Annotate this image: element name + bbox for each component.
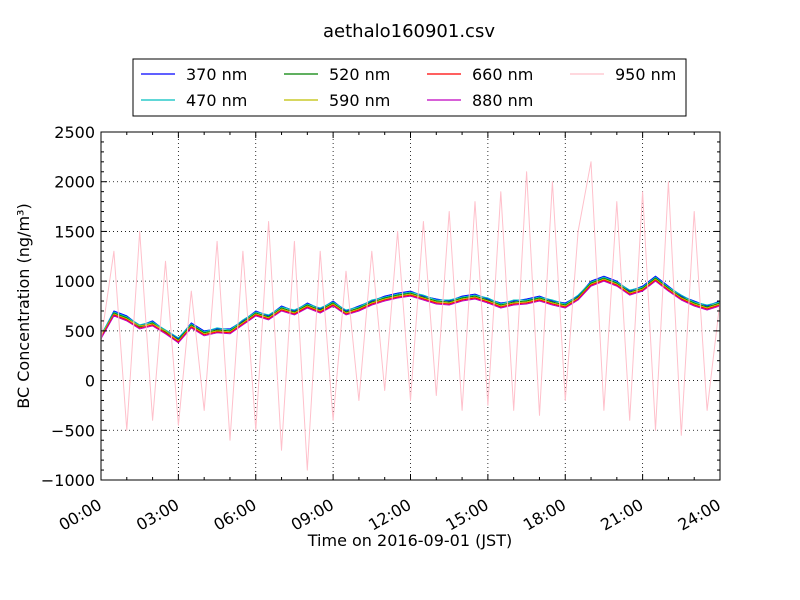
y-tick-label: −1000	[41, 471, 95, 490]
x-tick-label: 24:00	[675, 495, 724, 535]
ticks: −1000 −500 0 500 1000 1500 2000 2500 00:00 03:00 0…	[41, 123, 724, 535]
y-tick-label: 2500	[54, 123, 95, 142]
legend-label: 660 nm	[472, 65, 533, 84]
y-tick-label: −500	[51, 421, 95, 440]
chart-title: aethalo160901.csv	[323, 21, 495, 42]
y-tick-label: 500	[64, 322, 95, 341]
series-line-470-nm	[101, 276, 720, 339]
series-line-660-nm	[101, 279, 720, 343]
series-line-520-nm	[101, 277, 720, 341]
plot-area: −1000 −500 0 500 1000 1500 2000 2500 00:00 03:00 0…	[41, 123, 724, 535]
y-tick-label: 1500	[54, 222, 95, 241]
x-tick-label: 09:00	[288, 495, 337, 535]
grid	[101, 132, 720, 480]
legend: 370 nm 470 nm 520 nm 590 nm 660 nm 880 nm 950 …	[132, 58, 687, 117]
series-line-950-nm	[101, 161, 720, 471]
series-line-590-nm	[101, 278, 720, 342]
y-axis-label: BC Concentration (ng/m³)	[14, 203, 33, 408]
series-line-370-nm	[101, 275, 720, 340]
legend-frame	[132, 58, 687, 117]
legend-label: 520 nm	[329, 65, 390, 84]
x-tick-label: 12:00	[365, 495, 414, 535]
legend-label: 950 nm	[615, 65, 676, 84]
y-tick-label: 0	[85, 372, 95, 391]
x-tick-label: 06:00	[210, 495, 259, 535]
x-tick-label: 03:00	[133, 495, 182, 535]
legend-label: 590 nm	[329, 91, 390, 110]
x-tick-label: 15:00	[442, 495, 491, 535]
y-tick-label: 2000	[54, 173, 95, 192]
x-tick-label: 18:00	[520, 495, 569, 535]
y-tick-label: 1000	[54, 272, 95, 291]
series-layer	[101, 161, 720, 471]
x-tick-label: 00:00	[56, 495, 105, 535]
x-tick-label: 21:00	[597, 495, 646, 535]
series-line-880-nm	[101, 280, 720, 344]
legend-label: 370 nm	[186, 65, 247, 84]
x-axis-label: Time on 2016-09-01 (JST)	[307, 531, 512, 550]
legend-label: 470 nm	[186, 91, 247, 110]
legend-label: 880 nm	[472, 91, 533, 110]
